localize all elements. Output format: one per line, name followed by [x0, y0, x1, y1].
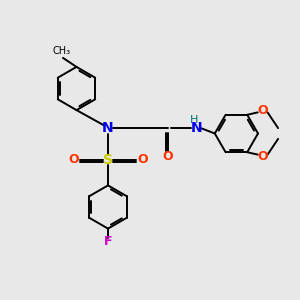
Text: O: O: [68, 153, 79, 166]
Text: O: O: [257, 150, 268, 163]
Text: S: S: [103, 153, 113, 166]
Text: O: O: [257, 104, 268, 117]
Text: O: O: [137, 153, 148, 166]
Text: O: O: [163, 150, 173, 163]
Text: N: N: [191, 122, 202, 135]
Text: N: N: [102, 122, 114, 135]
Text: H: H: [190, 115, 198, 125]
Text: F: F: [104, 235, 112, 248]
Text: CH₃: CH₃: [52, 46, 70, 56]
